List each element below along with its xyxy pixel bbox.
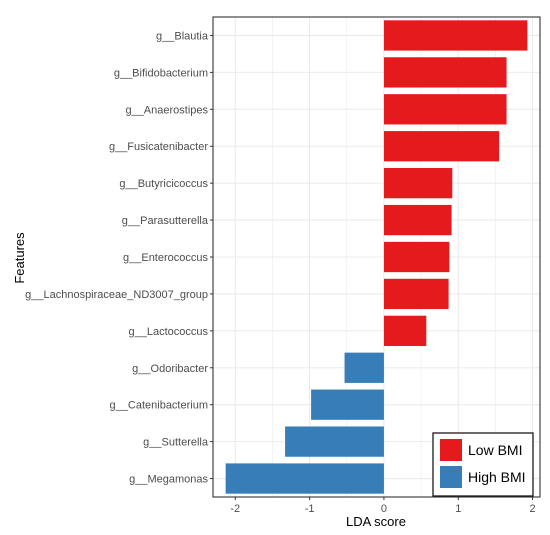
- y-tick-label: g__Lactococcus: [129, 326, 209, 338]
- bar-g-lachnospiraceae-nd3007-group: [383, 278, 449, 310]
- y-tick-label: g__Odoribacter: [132, 363, 208, 375]
- x-tick-label: -2: [230, 503, 240, 515]
- y-tick-label: g__Catenibacterium: [110, 400, 208, 412]
- bar-g-enterococcus: [383, 241, 450, 273]
- bar-g-catenibacterium: [311, 389, 384, 420]
- y-tick-label: g__Lachnospiraceae_ND3007_group: [25, 289, 208, 301]
- bar-g-butyricicoccus: [383, 168, 453, 199]
- x-axis-tick-labels: -2 -1 0 1 2: [230, 497, 536, 515]
- bar-g-megamonas: [225, 463, 384, 494]
- y-axis-tick-labels: g__Blautia g__Bifidobacterium g__Anaerosti…: [25, 30, 213, 486]
- x-tick-label: 0: [381, 503, 387, 515]
- legend-label: High BMI: [468, 469, 526, 485]
- y-tick-label: g__Butyricicoccus: [119, 178, 208, 190]
- y-tick-label: g__Sutterella: [143, 437, 209, 449]
- bar-g-sutterella: [285, 426, 384, 457]
- bar-g-parasutterella: [383, 204, 452, 236]
- x-axis-title: LDA score: [346, 514, 406, 529]
- x-tick-label: -1: [305, 503, 315, 515]
- bar-g-fusicatenibacter: [383, 131, 500, 162]
- y-tick-label: g__Parasutterella: [122, 215, 209, 227]
- y-tick-label: g__Megamonas: [129, 474, 208, 486]
- y-tick-label: g__Blautia: [156, 30, 209, 42]
- y-tick-label: g__Enterococcus: [123, 252, 208, 264]
- bar-g-odoribacter: [344, 352, 384, 383]
- bars: [225, 20, 528, 494]
- legend-key: [440, 439, 462, 461]
- bar-g-bifidobacterium: [383, 57, 507, 88]
- bar-g-blautia: [383, 20, 528, 51]
- x-tick-label: 2: [530, 503, 536, 515]
- y-tick-label: g__Fusicatenibacter: [109, 141, 208, 153]
- x-tick-label: 1: [455, 503, 461, 515]
- legend: Low BMI High BMI: [432, 432, 534, 497]
- y-tick-label: g__Anaerostipes: [125, 104, 208, 116]
- bar-g-lactococcus: [383, 315, 427, 346]
- plot-panel-border: [212, 16, 541, 498]
- bar-g-anaerostipes: [383, 94, 507, 125]
- legend-key: [440, 466, 462, 488]
- grid-lines: [213, 17, 540, 497]
- legend-label: Low BMI: [468, 442, 522, 458]
- y-tick-label: g__Bifidobacterium: [114, 67, 208, 79]
- y-axis-title: Features: [12, 232, 27, 284]
